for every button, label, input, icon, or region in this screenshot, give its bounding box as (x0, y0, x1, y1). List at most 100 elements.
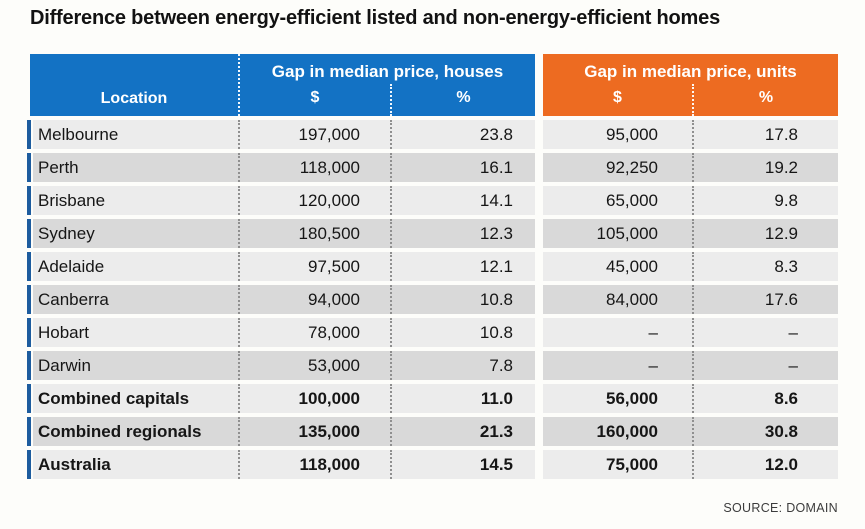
cell-houses-dollar: 97,500 (238, 252, 390, 281)
cell-houses-dollar: 100,000 (238, 384, 390, 413)
panel-gap (535, 186, 543, 215)
row-marker-bar (27, 252, 31, 281)
table-row: Melbourne 197,000 23.8 95,000 17.8 (27, 120, 838, 149)
cell-houses-percent: 12.3 (390, 219, 535, 248)
cell-units-percent: 12.9 (692, 219, 838, 248)
header-houses-percent-label: % (390, 84, 535, 116)
header-units-dollar-label: $ (613, 89, 622, 106)
table-row: Combined regionals 135,000 21.3 160,000 … (27, 417, 838, 446)
header-units-percent-label: % (692, 84, 838, 116)
table-row: Sydney 180,500 12.3 105,000 12.9 (27, 219, 838, 248)
table-row: Hobart 78,000 10.8 – – (27, 318, 838, 347)
cell-location: Melbourne (33, 120, 238, 149)
cell-houses-percent: 14.1 (390, 186, 535, 215)
cell-units-percent: 12.0 (692, 450, 838, 479)
cell-units-dollar: 95,000 (543, 120, 692, 149)
cell-location: Hobart (33, 318, 238, 347)
row-marker-bar (27, 219, 31, 248)
table-body: Melbourne 197,000 23.8 95,000 17.8 Perth… (27, 120, 838, 479)
cell-houses-dollar: 197,000 (238, 120, 390, 149)
header-houses-panel: Location Gap in median price, houses $ % (30, 54, 535, 116)
panel-gap (535, 252, 543, 281)
header-houses-dollar-label: $ (310, 89, 320, 106)
cell-houses-percent: 16.1 (390, 153, 535, 182)
row-marker-bar (27, 417, 31, 446)
cell-units-percent: 17.6 (692, 285, 838, 314)
cell-units-dollar: 45,000 (543, 252, 692, 281)
cell-houses-dollar: 118,000 (238, 153, 390, 182)
row-marker-bar (27, 384, 31, 413)
cell-units-percent: – (692, 318, 838, 347)
cell-houses-percent: 23.8 (390, 120, 535, 149)
cell-houses-dollar: 118,000 (238, 450, 390, 479)
cell-houses-percent: 7.8 (390, 351, 535, 380)
cell-units-dollar: 84,000 (543, 285, 692, 314)
table-row: Perth 118,000 16.1 92,250 19.2 (27, 153, 838, 182)
table-row: Australia 118,000 14.5 75,000 12.0 (27, 450, 838, 479)
row-marker-bar (27, 285, 31, 314)
cell-units-percent: 9.8 (692, 186, 838, 215)
panel-gap (535, 285, 543, 314)
table-row: Brisbane 120,000 14.1 65,000 9.8 (27, 186, 838, 215)
cell-units-percent: 17.8 (692, 120, 838, 149)
cell-units-dollar: 65,000 (543, 186, 692, 215)
header-units-panel: Gap in median price, units $ % (543, 54, 838, 116)
cell-houses-dollar: 135,000 (238, 417, 390, 446)
cell-location: Brisbane (33, 186, 238, 215)
header-units-group-col: Gap in median price, units $ % (543, 54, 838, 116)
cell-location: Combined regionals (33, 417, 238, 446)
cell-houses-percent: 10.8 (390, 318, 535, 347)
cell-units-dollar: 160,000 (543, 417, 692, 446)
row-marker-bar (27, 186, 31, 215)
cell-location: Sydney (33, 219, 238, 248)
table-header: Location Gap in median price, houses $ %… (30, 54, 838, 116)
cell-location: Darwin (33, 351, 238, 380)
cell-houses-percent: 10.8 (390, 285, 535, 314)
cell-houses-dollar: 120,000 (238, 186, 390, 215)
header-houses-group-col: Gap in median price, houses $ % (238, 54, 535, 116)
cell-units-percent: – (692, 351, 838, 380)
panel-gap (535, 384, 543, 413)
cell-location: Canberra (33, 285, 238, 314)
cell-houses-percent: 14.5 (390, 450, 535, 479)
cell-houses-percent: 11.0 (390, 384, 535, 413)
cell-houses-dollar: 53,000 (238, 351, 390, 380)
source-credit: SOURCE: DOMAIN (723, 501, 838, 515)
header-houses-group-label: Gap in median price, houses (271, 62, 504, 81)
panel-gap (535, 219, 543, 248)
table-row: Canberra 94,000 10.8 84,000 17.6 (27, 285, 838, 314)
header-houses-subrow: $ % (240, 84, 535, 116)
cell-location: Australia (33, 450, 238, 479)
cell-units-percent: 8.6 (692, 384, 838, 413)
cell-units-percent: 30.8 (692, 417, 838, 446)
cell-houses-dollar: 180,500 (238, 219, 390, 248)
cell-houses-dollar: 78,000 (238, 318, 390, 347)
cell-units-percent: 8.3 (692, 252, 838, 281)
panel-gap (535, 318, 543, 347)
cell-units-dollar: 92,250 (543, 153, 692, 182)
header-location-label: Location (100, 90, 168, 107)
cell-units-dollar: 56,000 (543, 384, 692, 413)
row-marker-bar (27, 351, 31, 380)
row-marker-bar (27, 153, 31, 182)
cell-houses-percent: 12.1 (390, 252, 535, 281)
row-marker-bar (27, 120, 31, 149)
cell-units-percent: 19.2 (692, 153, 838, 182)
panel-gap (535, 120, 543, 149)
header-units-subrow: $ % (543, 84, 838, 116)
cell-units-dollar: – (543, 318, 692, 347)
panel-gap (535, 450, 543, 479)
cell-location: Adelaide (33, 252, 238, 281)
table-row: Combined capitals 100,000 11.0 56,000 8.… (27, 384, 838, 413)
cell-location: Combined capitals (33, 384, 238, 413)
cell-houses-percent: 21.3 (390, 417, 535, 446)
panel-gap (535, 351, 543, 380)
header-units-group-label: Gap in median price, units (584, 62, 797, 81)
table-row: Adelaide 97,500 12.1 45,000 8.3 (27, 252, 838, 281)
panel-gap (535, 153, 543, 182)
cell-units-dollar: 105,000 (543, 219, 692, 248)
cell-units-dollar: – (543, 351, 692, 380)
row-marker-bar (27, 318, 31, 347)
cell-location: Perth (33, 153, 238, 182)
